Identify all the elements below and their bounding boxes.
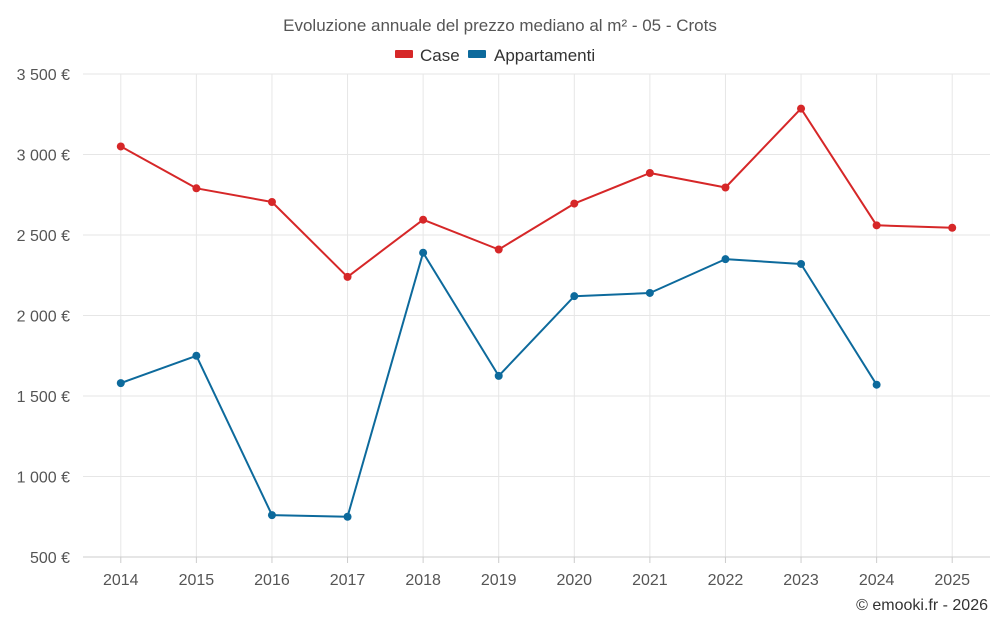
data-point-appartamenti-2022[interactable] (721, 255, 730, 264)
legend-swatch-case (395, 50, 413, 58)
data-point-case-2018[interactable] (419, 215, 428, 224)
data-point-case-2023[interactable] (797, 104, 806, 113)
y-tick-label: 1 500 € (17, 389, 70, 406)
data-point-case-2022[interactable] (721, 183, 730, 192)
data-point-appartamenti-2021[interactable] (645, 288, 654, 297)
y-tick-label: 2 500 € (17, 228, 70, 245)
credit-label: © emooki.fr - 2026 (856, 597, 988, 614)
legend: Case Appartamenti (395, 46, 595, 65)
series (116, 104, 957, 521)
data-point-case-2024[interactable] (872, 221, 881, 230)
y-tick-label: 1 000 € (17, 470, 70, 487)
legend-item-case[interactable]: Case (395, 46, 460, 65)
x-tick-label: 2018 (405, 572, 441, 589)
y-axis-ticks: 500 € 1 000 € 1 500 € 2 000 € 2 500 € 3 000 €… (17, 67, 70, 567)
legend-label-appartamenti: Appartamenti (494, 46, 595, 65)
x-tick-label: 2016 (254, 572, 290, 589)
y-tick-label: 3 000 € (17, 148, 70, 165)
data-point-case-2025[interactable] (948, 223, 957, 232)
y-tick-label: 2 000 € (17, 309, 70, 326)
legend-label-case: Case (420, 46, 460, 65)
x-tick-label: 2023 (783, 572, 819, 589)
x-tick-label: 2020 (556, 572, 592, 589)
x-tick-label: 2017 (330, 572, 366, 589)
x-tick-label: 2014 (103, 572, 139, 589)
data-point-appartamenti-2015[interactable] (192, 351, 201, 360)
x-tick-label: 2022 (708, 572, 744, 589)
data-point-appartamenti-2019[interactable] (494, 371, 503, 380)
data-point-appartamenti-2018[interactable] (419, 248, 428, 257)
x-tick-label: 2021 (632, 572, 668, 589)
data-point-case-2019[interactable] (494, 245, 503, 254)
y-tick-label: 500 € (30, 550, 70, 567)
data-point-appartamenti-2016[interactable] (267, 511, 276, 520)
x-tick-label: 2024 (859, 572, 895, 589)
chart-title: Evoluzione annuale del prezzo mediano al… (283, 16, 717, 35)
data-point-appartamenti-2020[interactable] (570, 292, 579, 301)
data-point-case-2017[interactable] (343, 272, 352, 281)
data-point-case-2020[interactable] (570, 199, 579, 208)
data-point-appartamenti-2024[interactable] (872, 380, 881, 389)
data-point-case-2016[interactable] (267, 197, 276, 206)
x-axis-ticks: 2014 2015 2016 2017 2018 2019 2020 2021 2022 2023… (83, 556, 990, 589)
legend-swatch-appartamenti (468, 50, 486, 58)
grid (83, 73, 990, 557)
x-tick-label: 2019 (481, 572, 517, 589)
data-point-case-2021[interactable] (645, 169, 654, 178)
x-tick-label: 2025 (934, 572, 970, 589)
legend-item-appartamenti[interactable]: Appartamenti (468, 46, 595, 65)
x-tick-label: 2015 (179, 572, 215, 589)
series-line-case (120, 107, 953, 278)
data-point-appartamenti-2017[interactable] (343, 512, 352, 521)
y-tick-label: 3 500 € (17, 67, 70, 84)
data-point-case-2014[interactable] (116, 142, 125, 151)
data-point-case-2015[interactable] (192, 184, 201, 193)
data-point-appartamenti-2014[interactable] (116, 379, 125, 388)
data-point-appartamenti-2023[interactable] (797, 259, 806, 268)
